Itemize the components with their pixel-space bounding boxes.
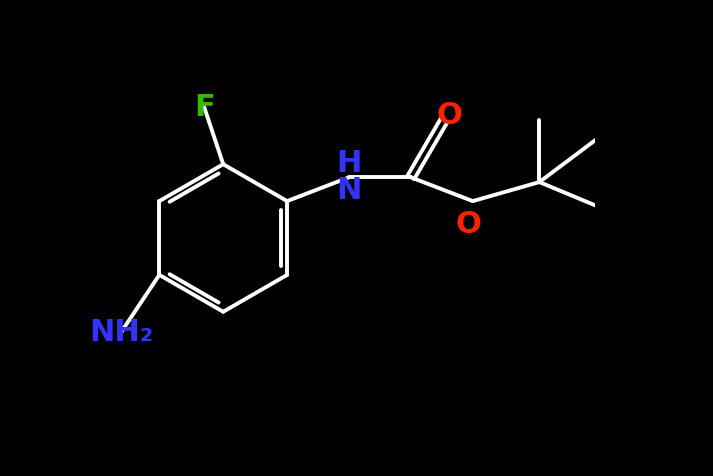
Text: F: F	[194, 93, 215, 121]
Text: O: O	[455, 210, 481, 239]
Text: H
N: H N	[337, 149, 361, 205]
Text: O: O	[436, 101, 462, 130]
Text: NH₂: NH₂	[89, 317, 153, 347]
